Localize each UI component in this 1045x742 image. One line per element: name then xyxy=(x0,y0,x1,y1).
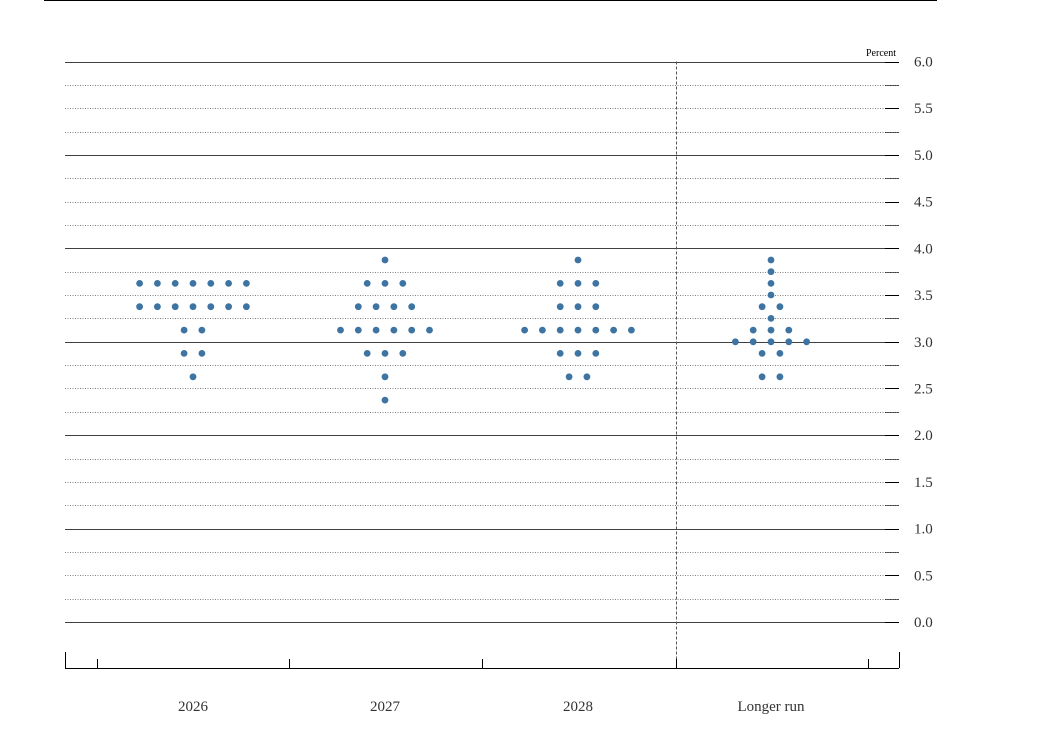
dot-point xyxy=(628,326,635,334)
dot-point xyxy=(556,350,564,357)
dot-point xyxy=(189,303,197,311)
dot-point xyxy=(381,256,389,264)
y-tick-label: 4.5 xyxy=(914,195,933,211)
dot-point xyxy=(390,326,398,334)
dot-point xyxy=(136,303,144,311)
y-tick-label: 0.5 xyxy=(914,568,933,584)
dot-point xyxy=(556,303,564,311)
dot-point xyxy=(749,338,757,346)
dot-point xyxy=(767,315,775,322)
dot-point xyxy=(337,326,344,334)
dot-point xyxy=(776,373,784,381)
y-tick-label: 4.0 xyxy=(914,241,933,257)
dot-point xyxy=(767,280,775,287)
dot-point xyxy=(171,280,179,287)
dot-point xyxy=(154,303,161,311)
dot-point xyxy=(785,326,793,334)
dot-point xyxy=(574,256,582,264)
dot-point xyxy=(592,280,600,287)
dot-point xyxy=(372,326,380,334)
dot-point xyxy=(381,373,389,381)
x-category-label: 2026 xyxy=(178,699,209,715)
axis-layer: 6.0 5.5 5.0 4.5 4.0 3.5 3.0 2.5 2.0 1.5 1.0 0.5 0.0 2… xyxy=(65,55,933,715)
dot-point xyxy=(207,280,215,287)
y-tick-label: 6.0 xyxy=(914,55,933,71)
dot-point xyxy=(198,326,206,334)
dot-point xyxy=(767,256,775,264)
dot-point xyxy=(399,350,407,357)
dot-point xyxy=(363,280,371,287)
dot-point xyxy=(556,280,564,287)
y-tick-label: 0.0 xyxy=(914,615,933,631)
dot-point xyxy=(426,326,433,334)
y-tick-label: 2.5 xyxy=(914,381,933,397)
dot-point xyxy=(180,326,188,334)
dot-point xyxy=(189,280,197,287)
x-category-label: Longer run xyxy=(737,699,805,715)
dot-point xyxy=(243,303,250,311)
dot-point xyxy=(767,326,775,334)
x-category-label: 2028 xyxy=(563,699,593,715)
dot-point xyxy=(180,350,188,357)
dot-point xyxy=(574,280,582,287)
dot-point xyxy=(592,350,600,357)
dot-point xyxy=(539,326,546,334)
dot-point xyxy=(521,326,528,334)
unit-label: Percent xyxy=(866,48,896,59)
dot-point xyxy=(354,303,362,311)
dot-layer xyxy=(136,256,810,404)
y-tick-label: 3.5 xyxy=(914,288,933,304)
dot-point xyxy=(767,268,775,276)
grid-layer xyxy=(65,61,899,668)
dot-point xyxy=(154,280,161,287)
dot-point xyxy=(556,326,564,334)
dot-point xyxy=(381,280,389,287)
dot-point xyxy=(583,373,591,381)
dot-point xyxy=(574,326,582,334)
dot-point xyxy=(610,326,617,334)
dot-point xyxy=(732,338,739,346)
dot-point xyxy=(749,326,757,334)
dot-point xyxy=(767,338,775,346)
x-category-label: 2027 xyxy=(370,699,401,715)
dot-point xyxy=(574,350,582,357)
y-tick-label: 1.5 xyxy=(914,475,933,491)
dot-point xyxy=(372,303,380,311)
dot-point xyxy=(136,280,144,287)
dot-point xyxy=(171,303,179,311)
dot-point xyxy=(399,280,407,287)
dot-point xyxy=(767,291,775,299)
dot-point xyxy=(592,303,600,311)
dot-point xyxy=(758,350,766,357)
dot-point xyxy=(758,303,766,311)
dot-point xyxy=(565,373,573,381)
dot-point xyxy=(207,303,215,311)
dot-point xyxy=(354,326,362,334)
dot-point xyxy=(803,338,810,346)
dot-point xyxy=(408,303,416,311)
y-tick-label: 1.0 xyxy=(914,522,933,538)
dot-point xyxy=(381,396,389,404)
dot-point xyxy=(776,303,784,311)
dot-point xyxy=(592,326,600,334)
dot-point xyxy=(225,280,233,287)
y-tick-label: 5.5 xyxy=(914,101,933,117)
y-tick-label: 2.0 xyxy=(914,428,933,444)
dot-point xyxy=(225,303,233,311)
dot-point xyxy=(381,350,389,357)
dot-point xyxy=(243,280,250,287)
dot-point xyxy=(574,303,582,311)
dot-point xyxy=(198,350,206,357)
dot-point xyxy=(363,350,371,357)
dot-point xyxy=(390,303,398,311)
dot-point xyxy=(776,350,784,357)
dot-point xyxy=(758,373,766,381)
dot-point xyxy=(189,373,197,381)
y-tick-label: 3.0 xyxy=(914,335,933,351)
dot-point xyxy=(408,326,416,334)
y-tick-label: 5.0 xyxy=(914,148,933,164)
dot-point xyxy=(785,338,793,346)
